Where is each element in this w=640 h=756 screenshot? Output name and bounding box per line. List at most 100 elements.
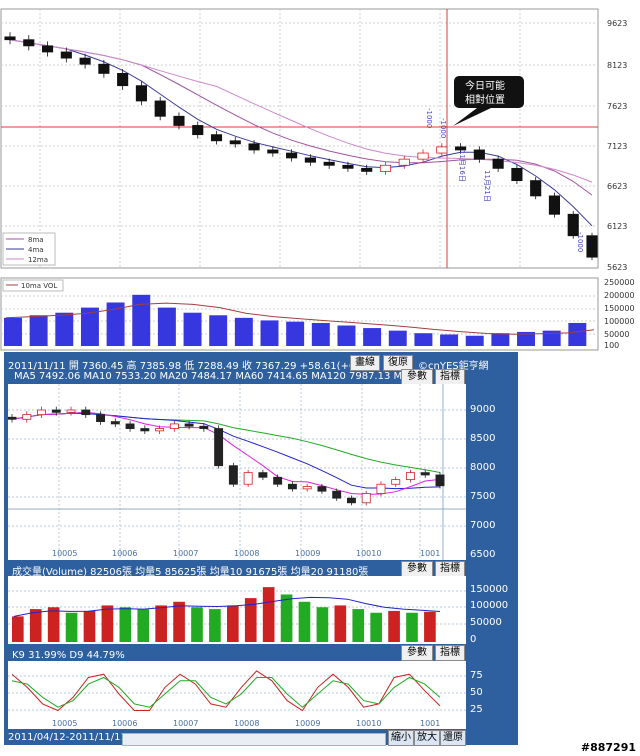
candle [436,146,448,154]
time-scrollbar[interactable] [122,733,386,746]
kd-param-button[interactable]: 參數 [401,645,433,661]
candle [4,36,16,41]
ma-values: MA5 7492.06 MA10 7533.20 MA20 7484.17 MA… [14,371,429,382]
vertical-note: -1000 [576,232,584,252]
volume-bar [80,307,99,346]
top-price-tick: 9623 [607,19,627,28]
watermark: #887291 [580,741,636,754]
candle [361,167,373,172]
month-label: 10009 [295,719,320,728]
month-label: 10006 [112,719,137,728]
candle [110,421,120,425]
kd-lines [11,670,441,712]
date-note: 11月16日 [458,150,466,182]
candle [258,472,268,478]
volume-bar [424,611,436,642]
k-line [11,670,441,712]
candle [155,428,165,432]
candle [192,125,204,136]
legend-8ma: 8ma [28,236,44,244]
month-label: 10005 [52,719,77,728]
volume-bar [12,616,24,642]
volume-tick: 150000 [470,584,509,595]
candle [511,167,523,181]
volume-bar [262,587,275,642]
volume-bar [191,607,203,642]
legend-4ma: 4ma [28,246,44,254]
volume-bar [298,601,311,642]
candle [420,472,430,476]
candle [154,100,166,117]
volume-bar [137,609,150,642]
candle [473,149,485,160]
volume-bar [244,598,257,642]
vol-tick: 100000 [604,317,635,326]
candle [243,472,253,485]
candle [376,483,386,494]
volume-tick: 0 [470,634,477,645]
candle [287,483,297,490]
candle [140,428,150,432]
d-line [11,676,441,708]
candle [346,497,356,504]
candle [125,423,135,429]
candle [548,195,561,215]
draw-line-button[interactable]: 畫線 [350,355,380,371]
param-button[interactable]: 參數 [401,369,433,385]
volume-bar [517,331,535,346]
candle [51,409,61,413]
month-label: 10007 [173,549,198,558]
candle [342,164,354,169]
volume-bar [209,609,221,642]
candle [267,149,279,154]
candle [492,158,504,169]
candle [273,476,283,485]
zoom-out-button[interactable]: 縮小 [388,730,414,746]
volume-bar [260,320,279,346]
volume-bar [406,612,418,642]
candle [586,235,598,258]
candle [81,409,91,416]
top-candles [4,32,598,261]
volume-tick: 50000 [470,617,502,628]
candle [169,423,179,429]
candle [317,486,327,492]
volume-bar [83,610,96,642]
top-price-tick: 6123 [607,222,627,231]
candle [455,146,467,151]
candle [210,134,223,142]
zoom-in-button[interactable]: 放大 [414,730,440,746]
volume-bar [334,605,347,642]
kd-indicator-button[interactable]: 指標 [435,645,465,661]
volume-bar [363,328,382,346]
callout-bubble: 今日可能 相對位置 [453,76,524,126]
price-tick: 8000 [470,462,496,473]
candle [60,51,72,59]
volume-indicator-button[interactable]: 指標 [435,561,465,577]
candle [117,73,129,87]
volume-bar [65,612,78,642]
price-tick: 9000 [470,404,496,415]
candle [228,465,238,485]
kd-chart: 10005 10006 10007 10008 10009 10010 1001 [8,661,466,729]
price-tick: 6500 [470,549,496,560]
callout-line-1: 今日可能 [465,79,505,92]
volume-param-button[interactable]: 參數 [401,561,433,577]
legend-12ma: 12ma [28,256,48,264]
indicator-button[interactable]: 指標 [435,369,465,385]
candle [361,493,371,504]
month-label: 10009 [295,549,320,558]
bottom-volume-bars [12,587,441,642]
kd-header: K9 31.99% D9 44.79% [12,650,125,661]
volume-bar [157,307,176,346]
month-label: 1001 [420,549,440,558]
restore-button[interactable]: 復原 [383,355,413,371]
volume-bar [47,607,60,642]
bottom-price-chart: 10005 10006 10007 10008 10009 10010 1001 [8,384,466,560]
reset-button[interactable]: 還原 [440,730,466,746]
month-label: 10008 [234,549,259,558]
volume-bar [280,594,293,642]
volume-bar [29,609,42,642]
candle [37,409,46,416]
volume-bar [209,315,228,346]
